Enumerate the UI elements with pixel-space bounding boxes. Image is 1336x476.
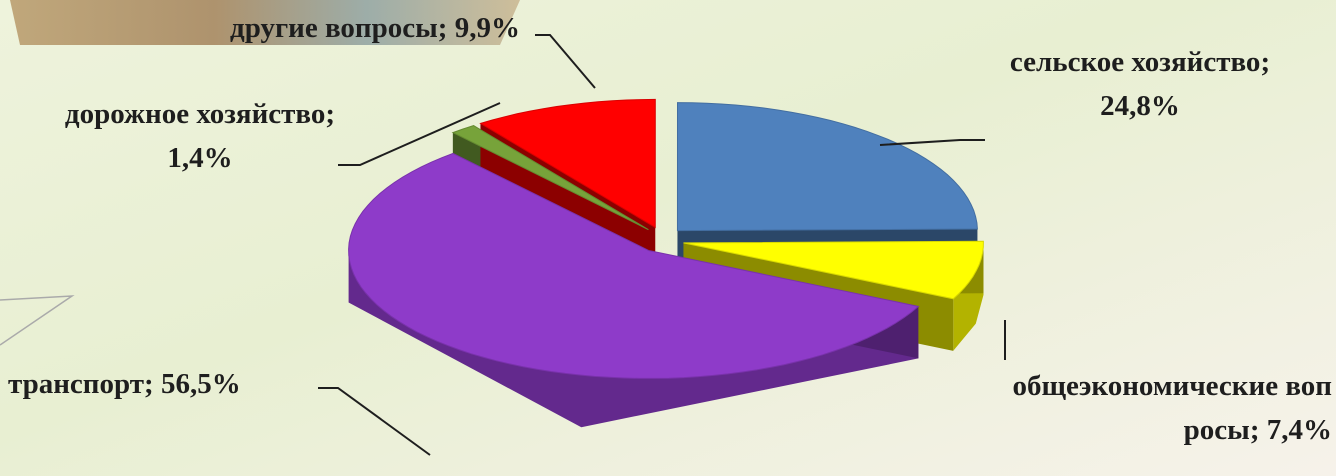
data-label: дорожное хозяйство; 1,4%: [55, 92, 345, 180]
data-label: транспорт; 56,5%: [8, 362, 241, 406]
separator: ;: [1250, 414, 1267, 446]
value-label: 24,8%: [1100, 90, 1180, 122]
slide: другие вопросы; 9,9% дорожное хозяйство;…: [0, 0, 1336, 476]
separator: ;: [144, 368, 161, 400]
value-label: 1,4%: [167, 142, 232, 174]
slice: [677, 103, 977, 231]
value-label: 56,5%: [161, 368, 241, 400]
data-label: другие вопросы; 9,9%: [215, 6, 535, 50]
separator: ;: [325, 98, 335, 130]
leader-line: [535, 35, 595, 88]
category: транспорт: [8, 368, 144, 400]
separator: ;: [438, 12, 455, 44]
decor-line: [0, 296, 72, 345]
value-label: 7,4%: [1267, 414, 1332, 446]
pie: [349, 99, 984, 427]
value-label: 9,9%: [455, 12, 520, 44]
data-label: общеэкономические вопросы; 7,4%: [1000, 364, 1332, 452]
leader-line: [318, 388, 430, 455]
category: сельское хозяйство: [1010, 46, 1261, 78]
data-label: сельское хозяйство; 24,8%: [980, 40, 1300, 128]
category: другие вопросы: [230, 12, 438, 44]
separator: ;: [1260, 46, 1270, 78]
category: дорожное хозяйство: [65, 98, 325, 130]
